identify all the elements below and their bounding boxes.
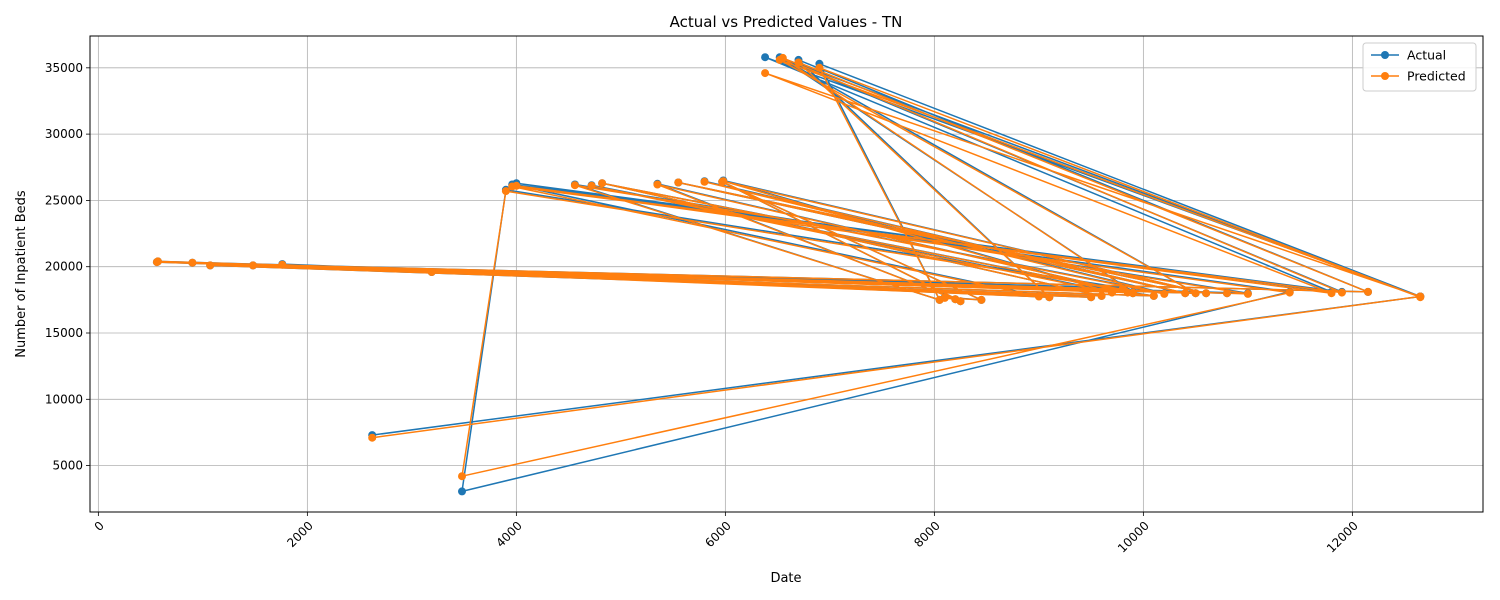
data-point-predicted bbox=[718, 177, 727, 186]
data-point-predicted bbox=[570, 181, 579, 190]
series-layer bbox=[152, 53, 1425, 496]
data-point-predicted bbox=[368, 433, 377, 442]
data-point-predicted bbox=[587, 181, 596, 190]
data-point-predicted bbox=[940, 293, 949, 302]
y-tick-label: 10000 bbox=[45, 392, 83, 406]
data-point-predicted bbox=[1202, 289, 1211, 298]
data-point-predicted bbox=[951, 295, 960, 304]
data-point-predicted bbox=[501, 187, 510, 196]
data-point-predicted bbox=[1191, 289, 1200, 298]
y-tick-label: 35000 bbox=[45, 61, 83, 75]
data-point-predicted bbox=[653, 180, 662, 189]
data-point-predicted bbox=[188, 258, 197, 267]
legend-label: Predicted bbox=[1407, 69, 1466, 84]
data-point-predicted bbox=[1181, 289, 1190, 298]
y-tick-label: 15000 bbox=[45, 326, 83, 340]
data-point-predicted bbox=[249, 261, 257, 270]
data-point-predicted bbox=[278, 260, 287, 269]
data-point-predicted bbox=[206, 261, 215, 270]
chart-title: Actual vs Predicted Values - TN bbox=[670, 13, 903, 31]
data-point-predicted bbox=[1108, 288, 1116, 297]
data-point-predicted bbox=[458, 472, 466, 481]
data-point-predicted bbox=[815, 63, 824, 72]
legend: Actual Predicted bbox=[1362, 42, 1477, 92]
data-point-predicted bbox=[977, 295, 986, 304]
data-point-predicted bbox=[1327, 289, 1336, 298]
y-tick-label: 5000 bbox=[52, 459, 83, 473]
y-tick-label: 25000 bbox=[45, 193, 83, 207]
y-axis-ticks: 5000 10000 15000 20000 25000 30000 35000 bbox=[45, 61, 90, 473]
data-point-predicted bbox=[152, 258, 161, 267]
data-point-predicted bbox=[1097, 291, 1106, 300]
legend-marker bbox=[1381, 72, 1389, 80]
y-axis-label: Number of Inpatient Beds bbox=[14, 190, 29, 358]
data-point-predicted bbox=[1034, 292, 1043, 301]
data-point-predicted bbox=[794, 58, 803, 67]
data-point-predicted bbox=[1160, 289, 1169, 298]
series-line-predicted bbox=[156, 57, 1422, 477]
data-point-predicted bbox=[598, 179, 607, 188]
y-tick-label: 30000 bbox=[45, 127, 83, 141]
data-point-predicted bbox=[674, 178, 683, 187]
data-point-actual bbox=[761, 53, 770, 62]
plot-frame bbox=[89, 35, 1484, 513]
data-point-predicted bbox=[1223, 289, 1231, 298]
data-point-predicted bbox=[1087, 293, 1096, 302]
data-point-predicted bbox=[775, 55, 784, 64]
data-point-predicted bbox=[1364, 287, 1372, 296]
y-tick-label: 20000 bbox=[45, 260, 83, 274]
legend-label: Actual bbox=[1407, 48, 1446, 63]
data-point-predicted bbox=[1045, 293, 1054, 302]
data-point-predicted bbox=[1128, 289, 1137, 298]
legend-marker bbox=[1381, 51, 1389, 59]
series-predicted bbox=[152, 53, 1425, 481]
x-axis-label: Date bbox=[770, 571, 801, 586]
data-point-predicted bbox=[1337, 288, 1346, 297]
data-point-predicted bbox=[700, 177, 709, 186]
data-point-actual bbox=[458, 487, 466, 496]
data-point-predicted bbox=[427, 268, 436, 276]
data-point-predicted bbox=[1149, 291, 1158, 300]
data-point-predicted bbox=[761, 69, 770, 78]
data-point-predicted bbox=[508, 182, 517, 191]
data-point-predicted bbox=[1416, 293, 1425, 302]
data-point-predicted bbox=[1243, 289, 1252, 298]
data-point-predicted bbox=[1285, 288, 1294, 297]
